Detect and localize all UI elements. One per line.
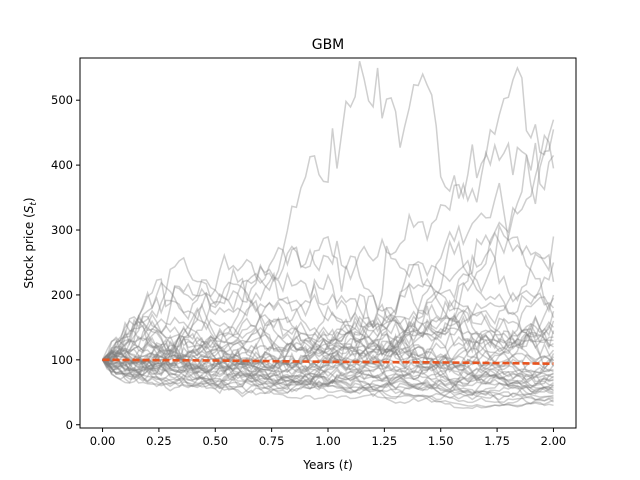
simulated-path-line xyxy=(102,312,554,367)
x-tick-label: 1.25 xyxy=(372,434,398,448)
y-axis-ticks: 0 100 200 300 400 500 xyxy=(51,93,80,432)
simulated-path-line xyxy=(101,352,554,401)
x-tick-label: 1.75 xyxy=(484,434,510,448)
simulated-path-line xyxy=(101,61,555,366)
x-axis-label: Years (t) xyxy=(302,458,353,472)
simulated-path-line xyxy=(102,331,554,391)
chart-title: GBM xyxy=(312,37,345,53)
simulated-path-line xyxy=(102,358,554,392)
simulated-path-line xyxy=(102,315,555,378)
x-tick-label: 2.00 xyxy=(541,434,567,448)
simulated-path-line xyxy=(102,182,555,367)
simulated-path-line xyxy=(102,318,555,370)
simulated-path-line xyxy=(102,344,554,388)
simulated-path-line xyxy=(102,327,555,385)
simulated-path-line xyxy=(102,309,554,385)
simulated-path-line xyxy=(101,330,554,385)
simulated-path-line xyxy=(102,266,555,370)
simulated-path-line xyxy=(102,352,554,395)
simulated-path-line xyxy=(102,129,555,361)
x-tick-label: 0.75 xyxy=(259,434,285,448)
x-tick-label: 0.50 xyxy=(202,434,228,448)
simulated-path-line xyxy=(102,304,555,366)
simulated-path-line xyxy=(101,320,555,386)
simulated-paths xyxy=(101,61,555,410)
simulated-path-line xyxy=(102,316,554,394)
simulated-path-line xyxy=(101,334,554,403)
y-tick-label: 100 xyxy=(51,353,73,367)
y-tick-label: 400 xyxy=(51,158,73,172)
simulated-path-line xyxy=(102,359,554,408)
simulated-path-line xyxy=(102,281,555,362)
simulated-path-line xyxy=(102,359,555,395)
simulated-path-line xyxy=(102,290,554,363)
simulated-path-line xyxy=(102,281,555,381)
mean-path-layer xyxy=(102,358,554,365)
y-axis-label: Stock price (St) xyxy=(22,197,39,288)
x-tick-label: 1.00 xyxy=(315,434,341,448)
x-axis-ticks: 0.00 0.25 0.50 0.75 1.00 1.25 1.50 1.75 2.00 xyxy=(90,428,567,448)
simulated-path-line xyxy=(102,66,555,361)
simulated-path-line xyxy=(101,302,554,392)
y-tick-label: 200 xyxy=(51,288,73,302)
mean-path-line xyxy=(102,358,554,365)
simulated-path-line xyxy=(101,240,554,372)
simulated-path-line xyxy=(102,332,555,384)
y-tick-label: 0 xyxy=(66,418,73,432)
simulated-path-line xyxy=(102,344,554,404)
simulated-path-line xyxy=(101,319,554,406)
simulated-path-line xyxy=(101,351,554,399)
simulated-path-line xyxy=(102,335,554,395)
simulated-path-line xyxy=(102,314,555,379)
simulated-path-line xyxy=(102,357,554,410)
x-tick-label: 1.50 xyxy=(428,434,454,448)
x-tick-label: 0.25 xyxy=(146,434,172,448)
simulated-path-line xyxy=(102,315,555,390)
simulated-path-line xyxy=(101,356,554,388)
simulated-path-line xyxy=(101,359,554,401)
x-tick-label: 0.00 xyxy=(90,434,116,448)
simulated-path-line xyxy=(102,324,554,404)
simulated-path-line xyxy=(102,313,555,371)
simulated-path-line xyxy=(101,326,554,387)
y-tick-label: 300 xyxy=(51,223,73,237)
simulated-path-line xyxy=(101,247,555,361)
simulated-path-line xyxy=(102,306,554,387)
y-tick-label: 500 xyxy=(51,93,73,107)
simulated-path-line xyxy=(101,271,555,367)
